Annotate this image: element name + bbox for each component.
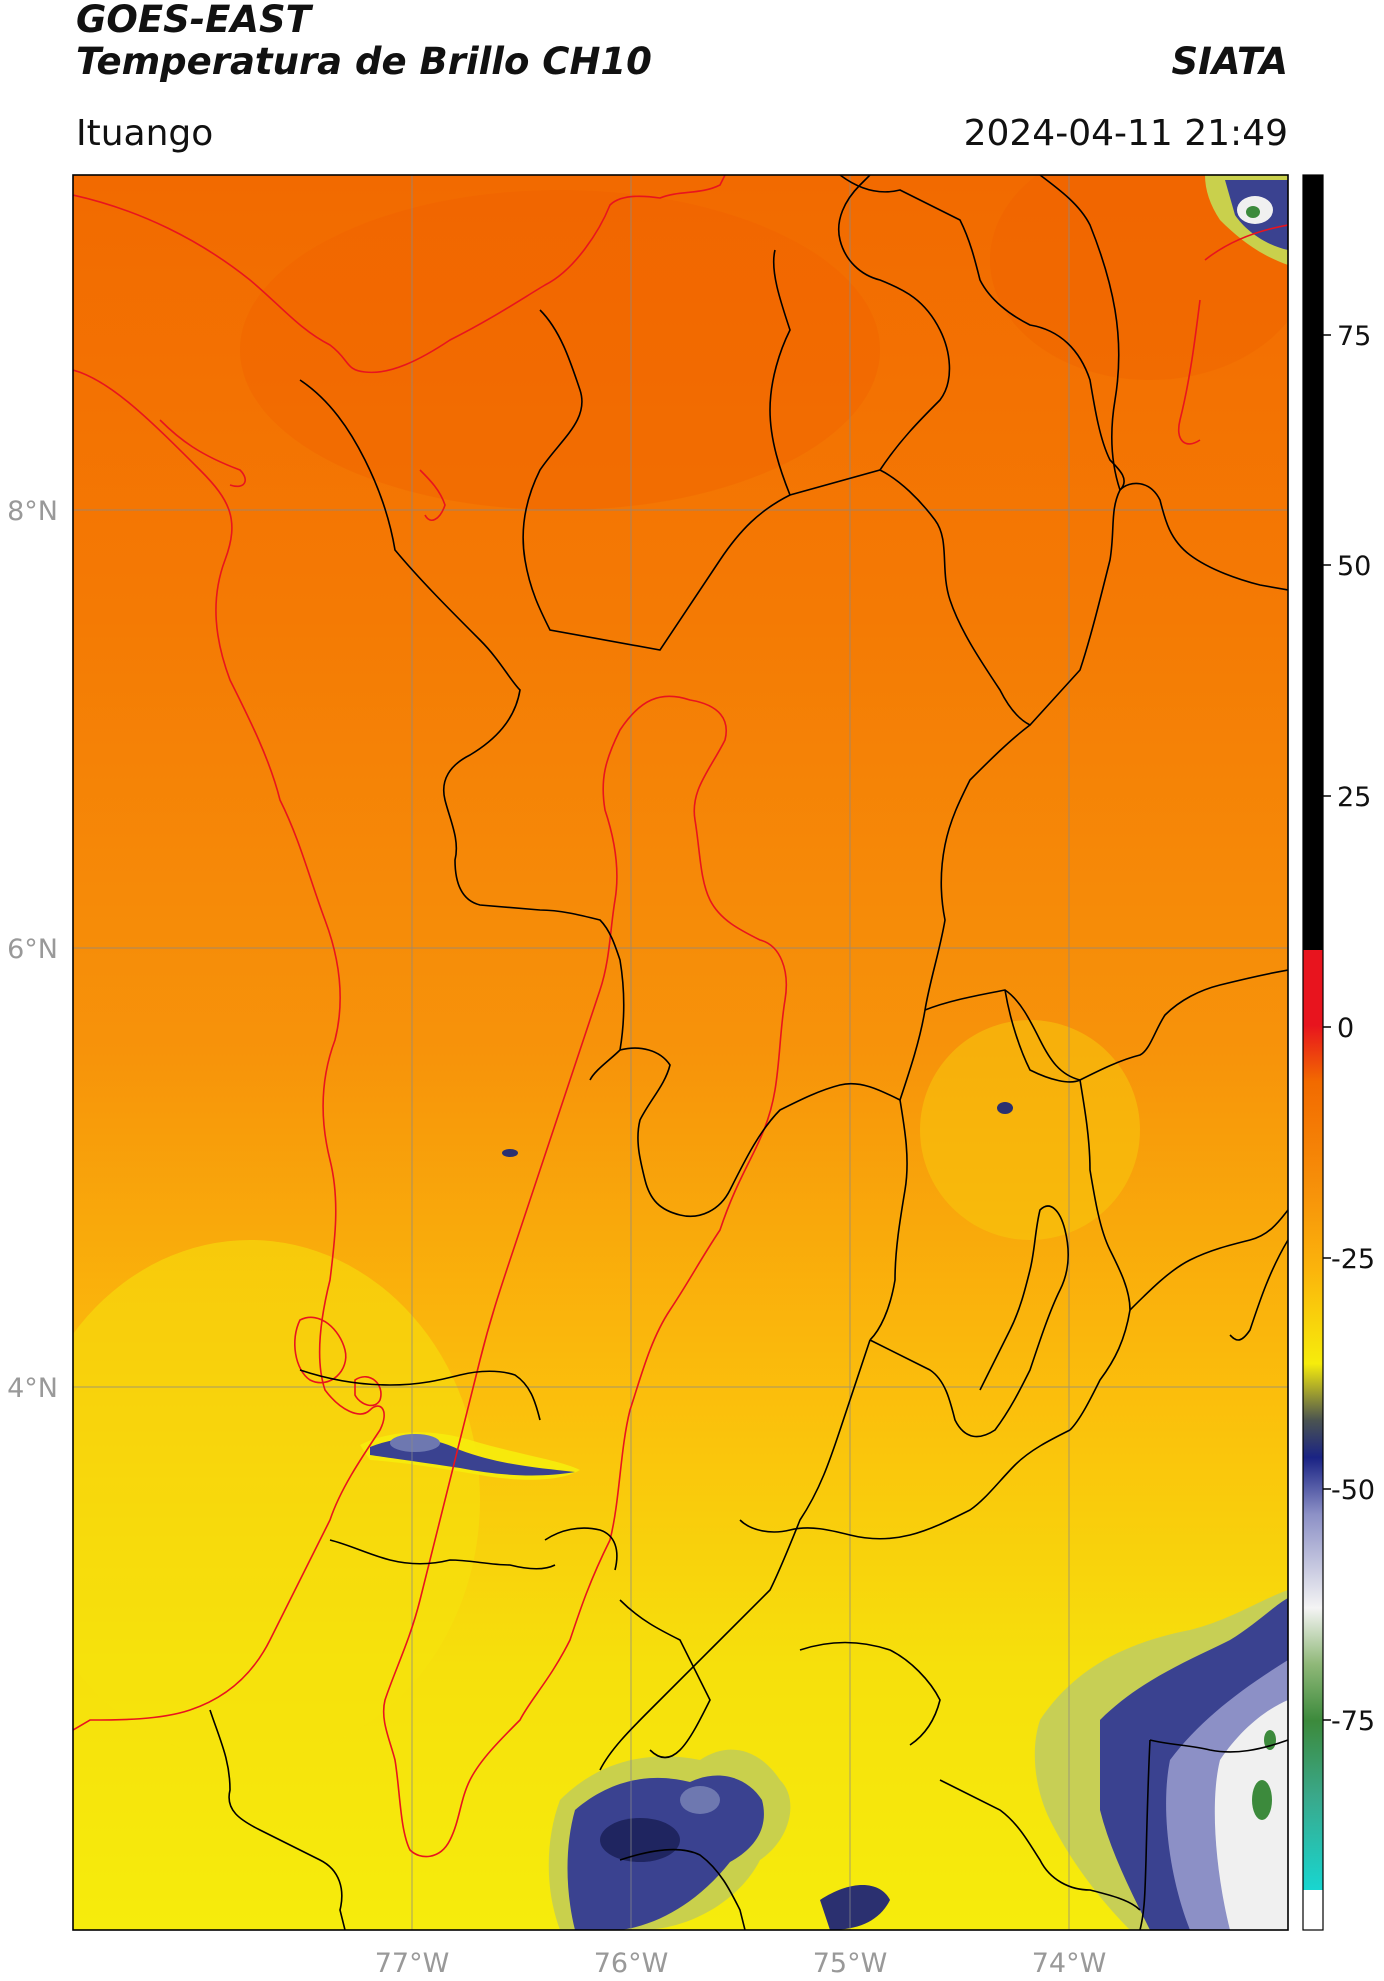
lat-label: 6°N bbox=[7, 934, 58, 965]
colorbar-tick: -75 bbox=[1331, 1706, 1375, 1737]
department-boundaries bbox=[209, 175, 1288, 1930]
lon-label: 74°W bbox=[1032, 1948, 1107, 1979]
graticule bbox=[73, 175, 1288, 1930]
colorbar-white-segment bbox=[1303, 1890, 1323, 1930]
coastline-boundary bbox=[73, 175, 1288, 1731]
cool-region-east bbox=[920, 1020, 1140, 1240]
product-title: Temperatura de Brillo CH10 bbox=[76, 40, 652, 83]
warm-region-north bbox=[240, 190, 880, 510]
cloud-top-right bbox=[1205, 175, 1288, 265]
cloud-cluster-southeast bbox=[1034, 1590, 1288, 1930]
colorbar-black-segment bbox=[1303, 175, 1323, 950]
cloud-spot bbox=[997, 1102, 1013, 1114]
colorbar-tick: 75 bbox=[1337, 321, 1371, 352]
region-label: Ituango bbox=[76, 113, 214, 154]
lon-label: 75°W bbox=[813, 1948, 888, 1979]
lon-label: 76°W bbox=[594, 1948, 669, 1979]
colorbar-tick: 25 bbox=[1337, 782, 1371, 813]
antioquia-boundary bbox=[382, 695, 787, 1858]
colorbar-tick: -50 bbox=[1331, 1475, 1375, 1506]
colorbar: 75 50 25 0 -25 -50 -75 bbox=[1302, 174, 1375, 1931]
colorbar-tick: 50 bbox=[1337, 551, 1371, 582]
agency-label: SIATA bbox=[1171, 40, 1288, 83]
lat-label: 4°N bbox=[7, 1373, 58, 1404]
satellite-title: GOES-EAST bbox=[76, 0, 311, 41]
cloud-spot bbox=[502, 1149, 518, 1157]
datetime-label: 2024-04-11 21:49 bbox=[963, 113, 1288, 154]
colorbar-gradient bbox=[1303, 950, 1323, 1890]
latitude-labels: 8°N 6°N 4°N bbox=[7, 496, 58, 1404]
longitude-labels: 77°W 76°W 75°W 74°W bbox=[375, 1948, 1107, 1979]
cool-region-west bbox=[73, 1240, 480, 1760]
cloud-cluster-south bbox=[548, 1749, 890, 1930]
map-frame bbox=[72, 174, 1289, 1931]
lat-label: 8°N bbox=[7, 496, 58, 527]
lon-label: 77°W bbox=[375, 1948, 450, 1979]
colorbar-tick: -25 bbox=[1331, 1244, 1375, 1275]
warm-region-northeast bbox=[990, 175, 1288, 380]
colorbar-tick: 0 bbox=[1337, 1013, 1354, 1044]
cloud-band-west bbox=[360, 1432, 580, 1480]
